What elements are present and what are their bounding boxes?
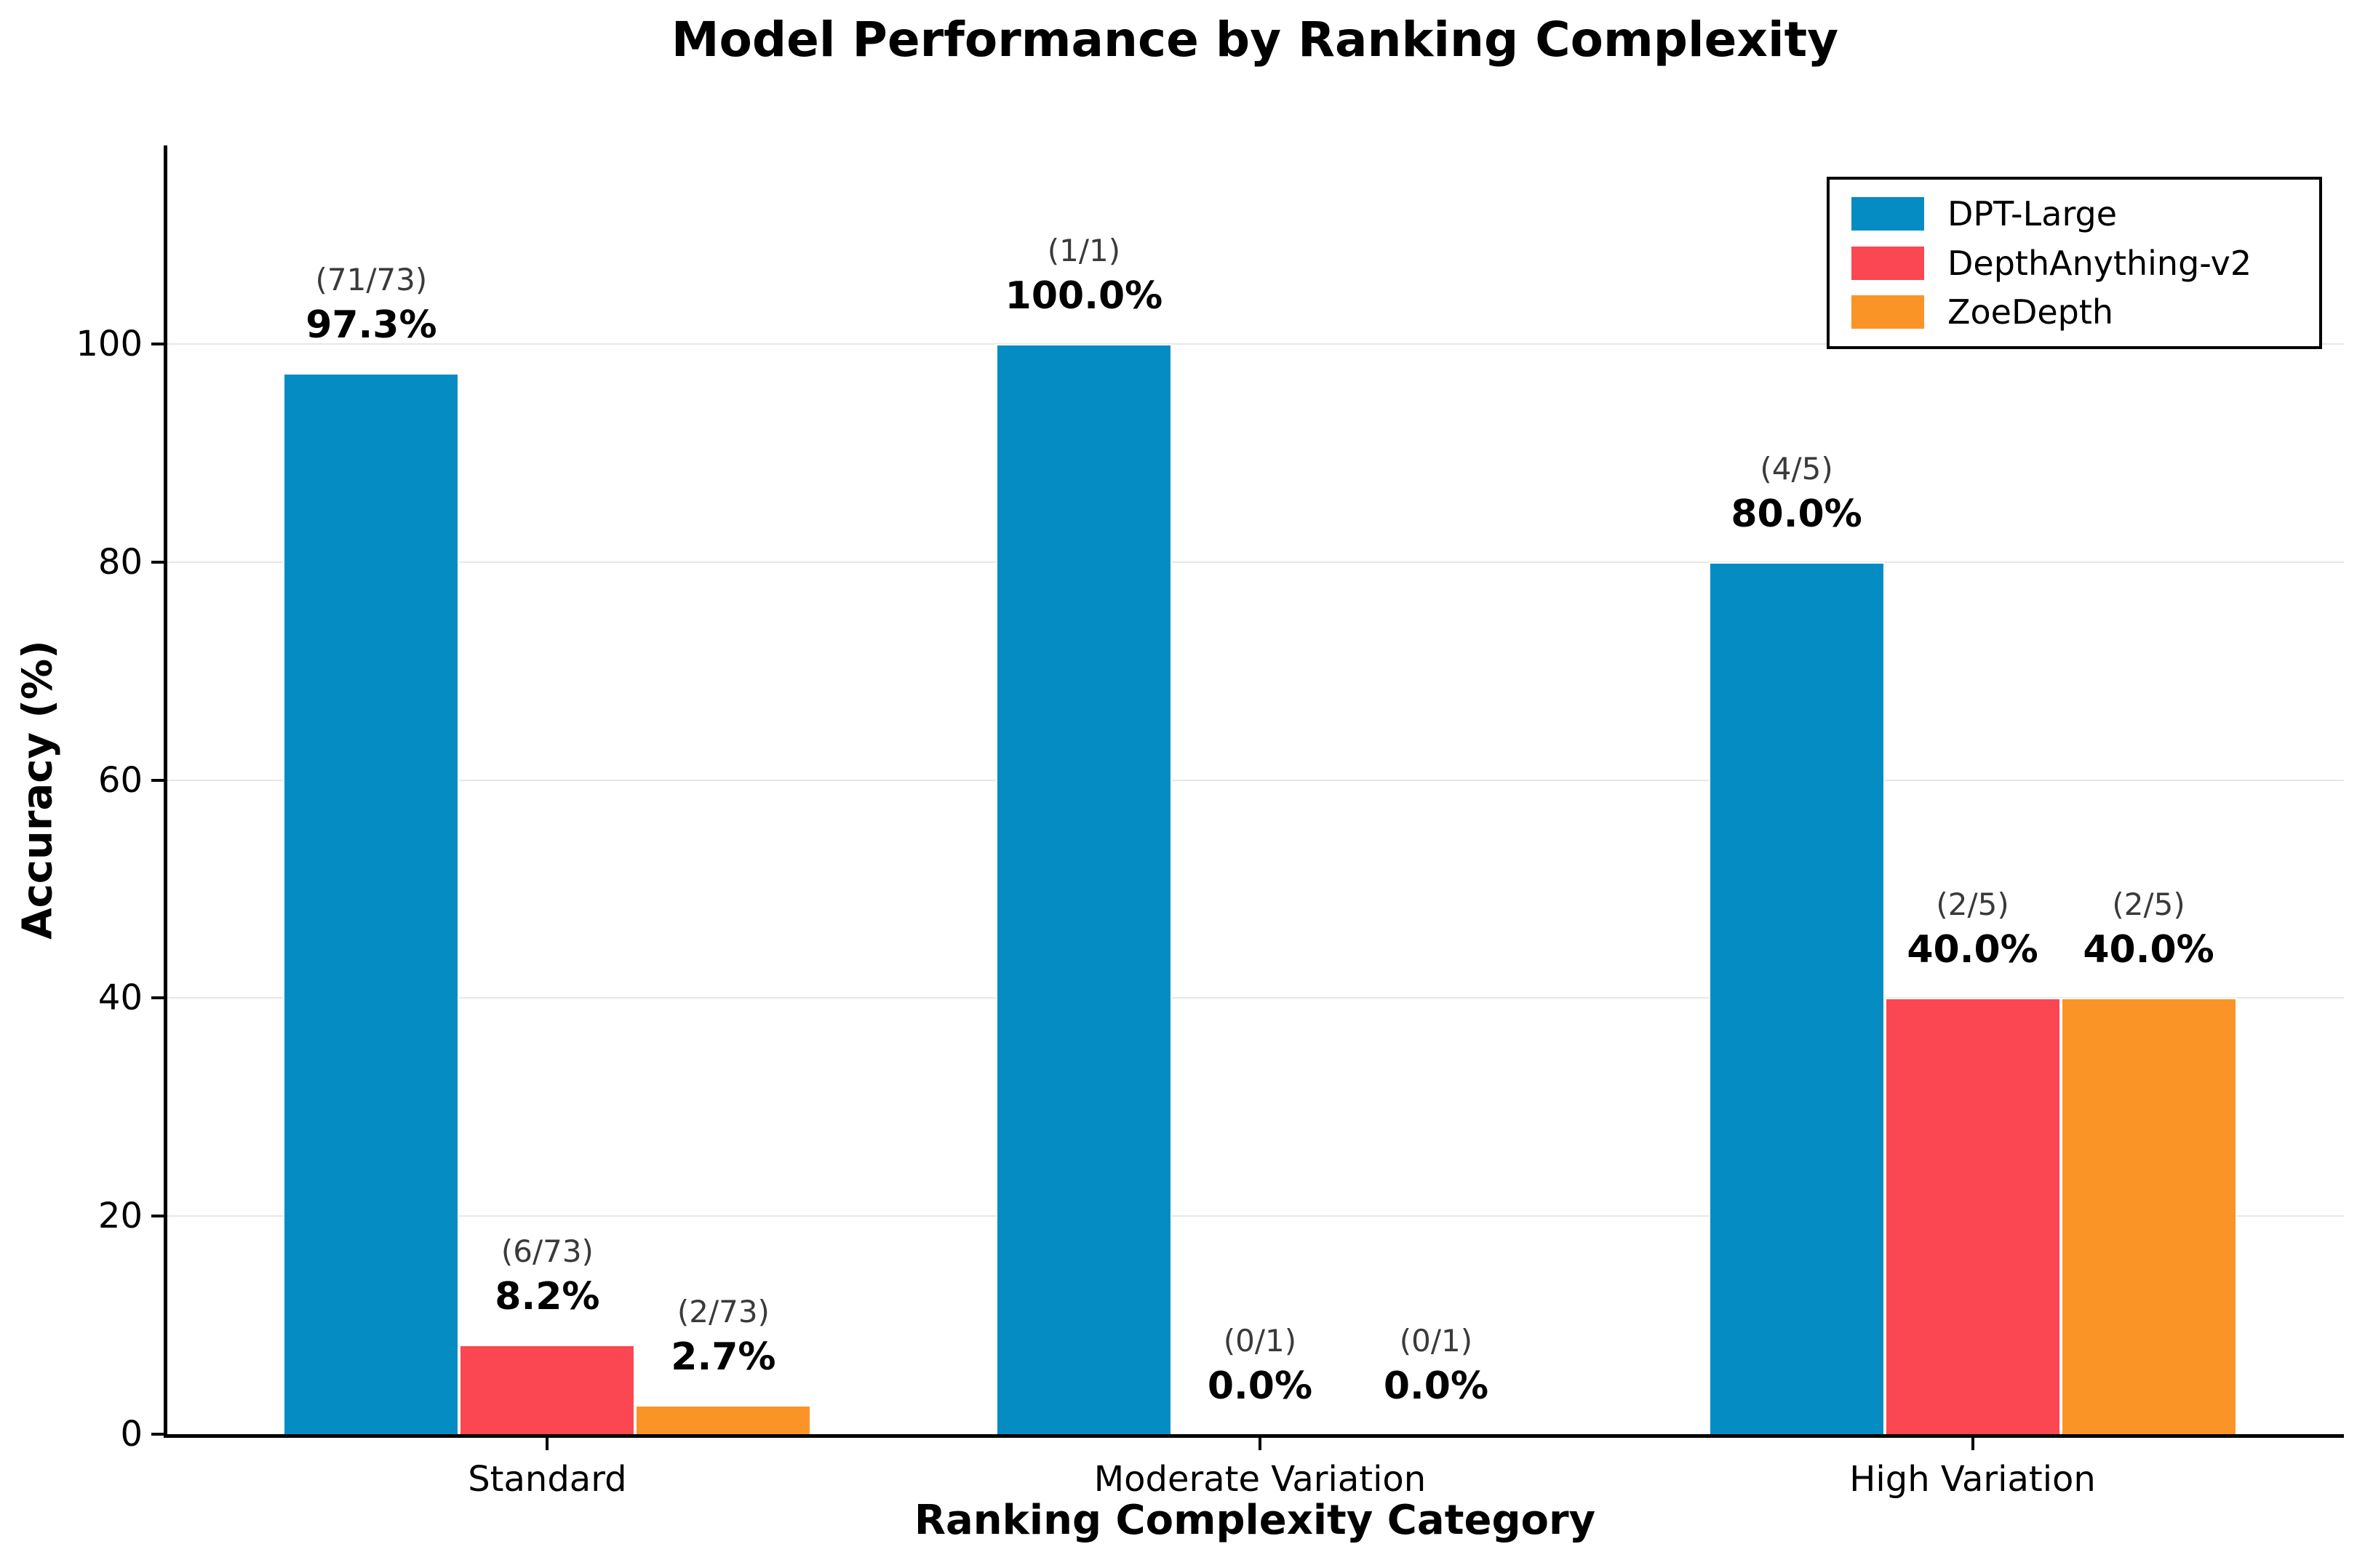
- y-tick-mark-0: [151, 1433, 166, 1436]
- gridline-40: [167, 997, 2344, 999]
- count-label-dpt-large-standard: (71/73): [315, 262, 428, 298]
- legend-item-zoedepth: ZoeDepth: [1830, 292, 2319, 332]
- x-tick-mark-moderate-variation: [1258, 1434, 1261, 1450]
- value-label-depthanything-v2-moderate-variation: 0.0%: [1207, 1364, 1313, 1408]
- value-label-dpt-large-moderate-variation: 100.0%: [1005, 274, 1163, 318]
- legend: DPT-Large DepthAnything-v2 ZoeDepth: [1827, 177, 2322, 349]
- gridline-60: [167, 779, 2344, 781]
- legend-swatch-depthanything-v2: [1851, 246, 1924, 280]
- legend-label-dpt-large: DPT-Large: [1947, 193, 2118, 233]
- value-label-dpt-large-high-variation: 80.0%: [1731, 492, 1862, 536]
- x-axis-line: [164, 1434, 2344, 1438]
- x-tick-label-high-variation: High Variation: [1849, 1459, 2096, 1500]
- count-label-dpt-large-moderate-variation: (1/1): [1047, 233, 1121, 268]
- value-label-zoedepth-high-variation: 40.0%: [2083, 928, 2214, 972]
- legend-item-dpt-large: DPT-Large: [1830, 194, 2319, 233]
- chart-title: Model Performance by Ranking Complexity: [671, 12, 1839, 68]
- count-label-depthanything-v2-high-variation: (2/5): [1936, 887, 2009, 923]
- value-label-depthanything-v2-standard: 8.2%: [495, 1275, 600, 1319]
- legend-label-zoedepth: ZoeDepth: [1947, 292, 2114, 332]
- value-label-depthanything-v2-high-variation: 40.0%: [1907, 928, 2038, 972]
- count-label-depthanything-v2-moderate-variation: (0/1): [1223, 1323, 1297, 1359]
- y-tick-label-40: 40: [97, 977, 143, 1019]
- gridline-80: [167, 561, 2344, 563]
- count-label-dpt-large-high-variation: (4/5): [1760, 450, 1833, 487]
- x-tick-mark-standard: [546, 1434, 549, 1450]
- value-label-zoedepth-standard: 2.7%: [671, 1335, 776, 1379]
- bar-depthanything-v2-high-variation: [1884, 998, 2061, 1437]
- y-tick-mark-60: [151, 778, 166, 782]
- count-label-zoedepth-standard: (2/73): [677, 1293, 770, 1329]
- y-tick-mark-100: [151, 343, 166, 345]
- bar-zoedepth-high-variation: [2060, 998, 2237, 1437]
- y-tick-label-60: 60: [97, 759, 143, 801]
- x-tick-label-standard: Standard: [468, 1459, 627, 1500]
- legend-swatch-zoedepth: [1851, 295, 1924, 329]
- legend-label-depthanything-v2: DepthAnything-v2: [1947, 243, 2252, 283]
- x-tick-mark-high-variation: [1971, 1434, 1974, 1450]
- bar-depthanything-v2-standard: [459, 1345, 636, 1437]
- y-axis-title: Accuracy (%): [14, 640, 62, 940]
- y-tick-label-20: 20: [97, 1196, 143, 1237]
- gridline-20: [167, 1215, 2344, 1217]
- y-tick-mark-20: [151, 1215, 166, 1218]
- y-axis-line: [164, 145, 167, 1438]
- bar-zoedepth-standard: [635, 1404, 812, 1437]
- x-tick-label-moderate-variation: Moderate Variation: [1093, 1459, 1427, 1500]
- legend-item-depthanything-v2: DepthAnything-v2: [1830, 244, 2319, 283]
- bar-dpt-large-standard: [283, 373, 460, 1437]
- y-tick-label-80: 80: [97, 541, 143, 583]
- y-tick-label-0: 0: [120, 1414, 143, 1455]
- count-label-depthanything-v2-standard: (6/73): [500, 1233, 594, 1270]
- count-label-zoedepth-moderate-variation: (0/1): [1399, 1323, 1473, 1359]
- gridline-100: [167, 343, 2344, 345]
- y-tick-label-100: 100: [76, 324, 143, 364]
- value-label-zoedepth-moderate-variation: 0.0%: [1383, 1364, 1489, 1408]
- x-axis-title: Ranking Complexity Category: [914, 1497, 1596, 1544]
- bar-dpt-large-moderate-variation: [995, 344, 1172, 1437]
- y-tick-mark-80: [151, 560, 166, 564]
- value-label-dpt-large-standard: 97.3%: [306, 303, 437, 348]
- y-tick-mark-40: [151, 996, 166, 1000]
- bar-dpt-large-high-variation: [1708, 561, 1885, 1437]
- legend-swatch-dpt-large: [1851, 196, 1924, 231]
- count-label-zoedepth-high-variation: (2/5): [2112, 887, 2185, 923]
